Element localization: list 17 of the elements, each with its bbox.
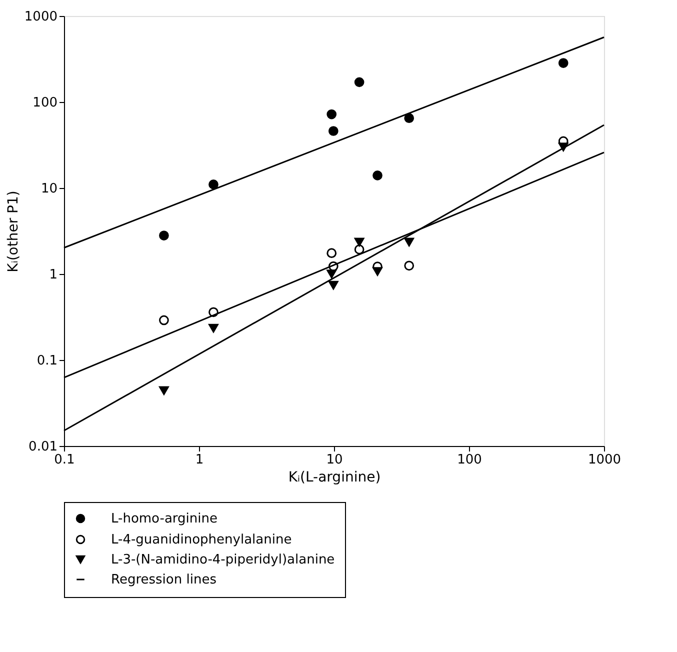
x-tick-label: 10 bbox=[326, 452, 343, 468]
y-tick-label: 0.01 bbox=[28, 440, 58, 454]
legend-label: L-4-guanidinophenylalanine bbox=[111, 532, 292, 548]
x-axis-title: Kᵢ(L-arginine) bbox=[288, 470, 381, 486]
legend-label: Regression lines bbox=[111, 572, 217, 588]
y-axis-title: Kᵢ(other P1) bbox=[5, 190, 22, 272]
y-tick-label: 10 bbox=[40, 182, 58, 196]
y-tick-label: 1000 bbox=[24, 10, 58, 24]
legend-label: L-homo-arginine bbox=[111, 512, 218, 526]
x-tick-label: 100 bbox=[457, 452, 482, 468]
x-tick-label: 1000 bbox=[588, 452, 622, 468]
legend-label: L-3-(N-amidino-4-piperidyl)alanine bbox=[111, 552, 335, 568]
x-tick-label: 0.1 bbox=[54, 452, 75, 468]
y-tick-label: 1 bbox=[49, 268, 58, 282]
x-tick-label: 1 bbox=[195, 452, 204, 468]
y-tick-label: 100 bbox=[32, 96, 58, 110]
y-tick-label: 0.1 bbox=[36, 354, 58, 368]
